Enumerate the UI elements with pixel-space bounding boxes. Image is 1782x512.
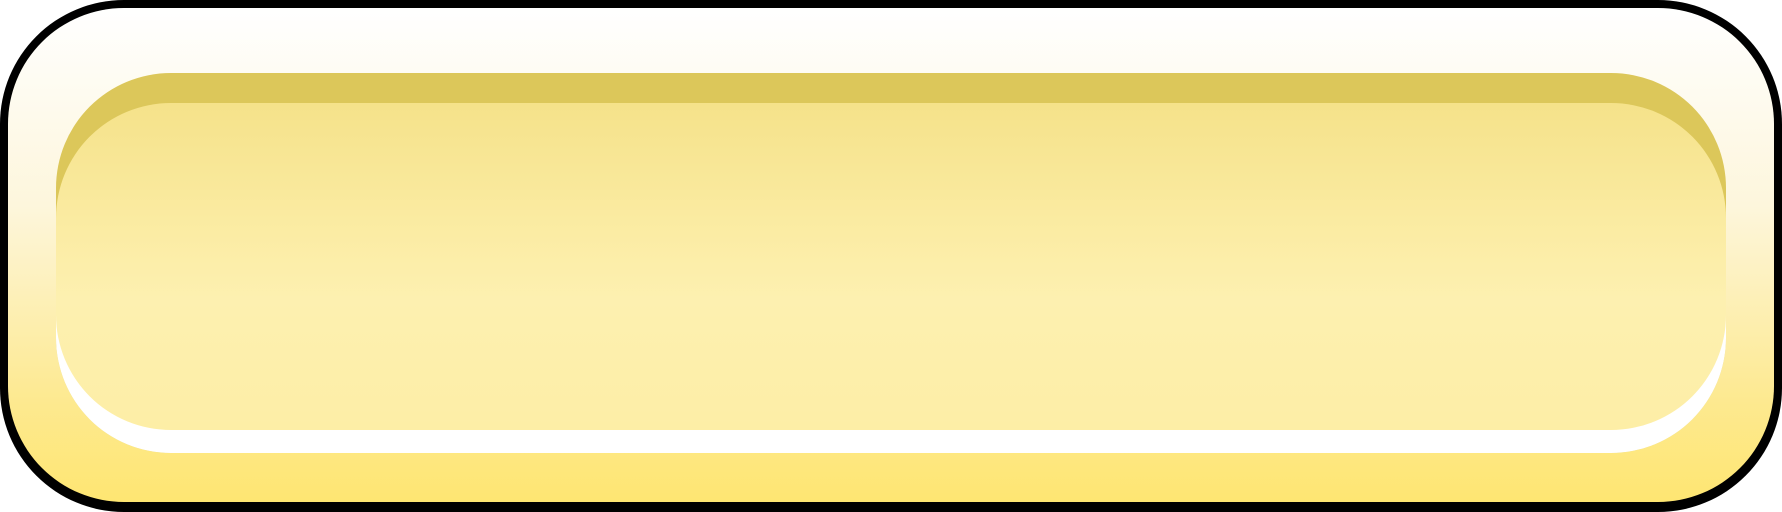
button-label [56, 103, 1726, 430]
button-inset-panel [56, 103, 1726, 430]
